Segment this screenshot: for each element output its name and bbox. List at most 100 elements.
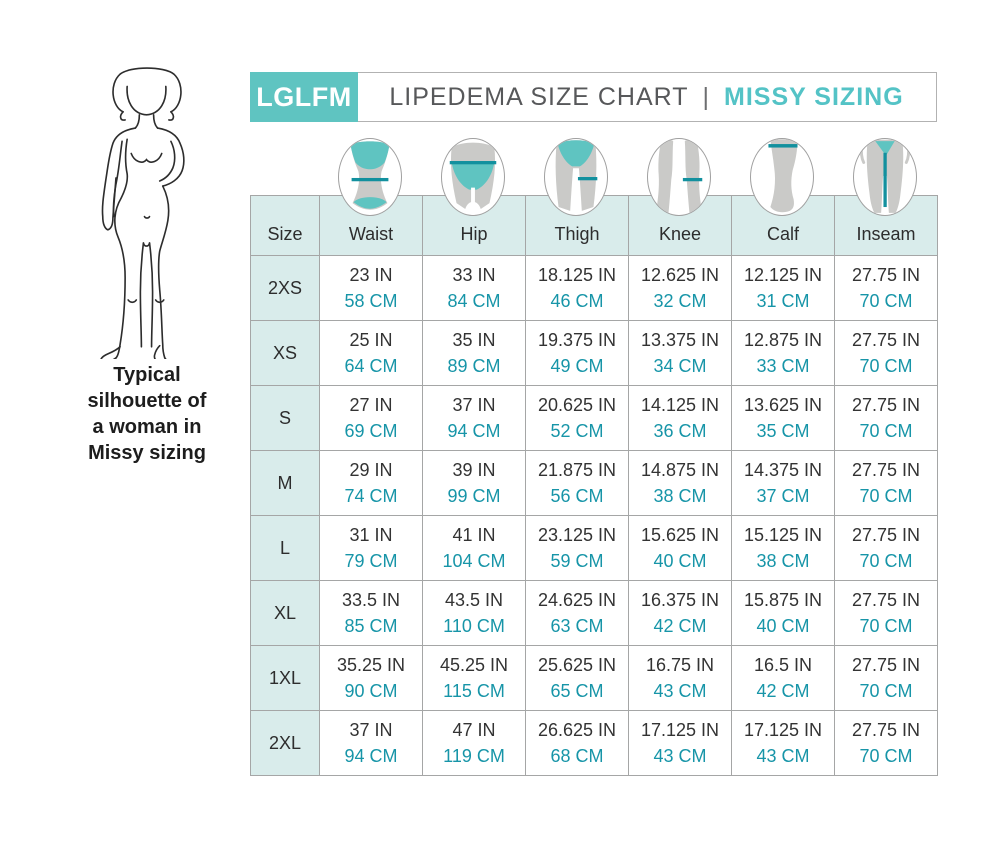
- measurement-cell-calf: 16.5 IN 42 CM: [731, 645, 835, 711]
- measurement-cell-calf: 12.125 IN 31 CM: [731, 255, 835, 321]
- inches-value: 16.75 IN: [645, 654, 715, 675]
- woman-silhouette-icon: [100, 67, 185, 365]
- cm-value: 74 CM: [344, 486, 398, 506]
- inches-value: 27.75 IN: [851, 459, 921, 480]
- measurement-cell-inseam: 27.75 IN 70 CM: [834, 255, 938, 321]
- size-table-body: 2XS 23 IN 58 CM 33 IN 84 CM 18.125 IN 46 CM 12.…: [250, 255, 938, 776]
- measurement-cell-inseam: 27.75 IN 70 CM: [834, 645, 938, 711]
- chart-section: LGLFM LIPEDEMA SIZE CHART | MISSY SIZING: [250, 72, 938, 776]
- inches-value: 13.375 IN: [640, 329, 720, 350]
- measurement-cell-knee: 14.125 IN 36 CM: [628, 385, 732, 451]
- chart-title-sub: MISSY SIZING: [724, 82, 904, 111]
- size-label-2xl: 2XL: [250, 710, 320, 776]
- measurement-cell-knee: 15.625 IN 40 CM: [628, 515, 732, 581]
- inches-value: 24.625 IN: [537, 589, 617, 610]
- measurement-cell-thigh: 21.875 IN 56 CM: [525, 450, 629, 516]
- cm-value: 38 CM: [756, 551, 810, 571]
- measurement-cell-knee: 14.875 IN 38 CM: [628, 450, 732, 516]
- table-row: XS 25 IN 64 CM 35 IN 89 CM 19.375 IN 49 CM 13.3…: [250, 320, 938, 386]
- chart-header-bar: LGLFM LIPEDEMA SIZE CHART | MISSY SIZING: [250, 72, 937, 122]
- measurement-cell-calf: 14.375 IN 37 CM: [731, 450, 835, 516]
- measurement-cell-thigh: 20.625 IN 52 CM: [525, 385, 629, 451]
- cm-value: 33 CM: [756, 356, 810, 376]
- inches-value: 20.625 IN: [537, 394, 617, 415]
- inches-value: 15.125 IN: [743, 524, 823, 545]
- cm-value: 94 CM: [447, 421, 501, 441]
- inches-value: 47 IN: [452, 719, 496, 740]
- measurement-cell-waist: 23 IN 58 CM: [319, 255, 423, 321]
- inches-value: 14.375 IN: [743, 459, 823, 480]
- measurement-cell-waist: 37 IN 94 CM: [319, 710, 423, 776]
- left-panel: Typical silhouette of a woman in Missy s…: [58, 64, 236, 466]
- size-label-xs: XS: [250, 320, 320, 386]
- cm-value: 70 CM: [859, 681, 913, 701]
- measurement-cell-thigh: 26.625 IN 68 CM: [525, 710, 629, 776]
- inches-value: 13.625 IN: [743, 394, 823, 415]
- inches-value: 14.875 IN: [640, 459, 720, 480]
- inches-value: 12.875 IN: [743, 329, 823, 350]
- inches-value: 37 IN: [452, 394, 496, 415]
- cm-value: 70 CM: [859, 291, 913, 311]
- measurement-cell-hip: 43.5 IN 110 CM: [422, 580, 526, 646]
- inches-value: 27.75 IN: [851, 654, 921, 675]
- table-row: L 31 IN 79 CM 41 IN 104 CM 23.125 IN 59 CM 15.6…: [250, 515, 938, 581]
- cm-value: 34 CM: [653, 356, 707, 376]
- inches-value: 23.125 IN: [537, 524, 617, 545]
- inches-value: 33.5 IN: [341, 589, 401, 610]
- measurement-cell-knee: 16.75 IN 43 CM: [628, 645, 732, 711]
- measurement-cell-hip: 47 IN 119 CM: [422, 710, 526, 776]
- measurement-cell-calf: 15.875 IN 40 CM: [731, 580, 835, 646]
- inches-value: 33 IN: [452, 264, 496, 285]
- measurement-cell-calf: 17.125 IN 43 CM: [731, 710, 835, 776]
- measurement-cell-waist: 29 IN 74 CM: [319, 450, 423, 516]
- measurement-cell-hip: 37 IN 94 CM: [422, 385, 526, 451]
- cm-value: 43 CM: [653, 746, 707, 766]
- cm-value: 115 CM: [443, 681, 505, 701]
- inches-value: 25.625 IN: [537, 654, 617, 675]
- table-header-row: Size Waist Hip Thigh Knee Calf Inseam: [250, 195, 938, 256]
- chart-title-main: LIPEDEMA SIZE CHART: [389, 82, 689, 111]
- brand-badge: LGLFM: [250, 72, 358, 122]
- cm-value: 63 CM: [550, 616, 604, 636]
- cm-value: 70 CM: [859, 746, 913, 766]
- inches-value: 31 IN: [349, 524, 393, 545]
- cm-value: 89 CM: [447, 356, 501, 376]
- inseam-icon: [853, 138, 917, 216]
- waist-icon: [338, 138, 402, 216]
- cm-value: 42 CM: [653, 616, 707, 636]
- cm-value: 40 CM: [653, 551, 707, 571]
- measurement-cell-thigh: 24.625 IN 63 CM: [525, 580, 629, 646]
- cm-value: 84 CM: [447, 291, 501, 311]
- table-row: 1XL 35.25 IN 90 CM 45.25 IN 115 CM 25.625 IN 6…: [250, 645, 938, 711]
- measurement-cell-calf: 12.875 IN 33 CM: [731, 320, 835, 386]
- inches-value: 43.5 IN: [444, 589, 504, 610]
- measurement-cell-hip: 45.25 IN 115 CM: [422, 645, 526, 711]
- silhouette-caption: Typical silhouette of a woman in Missy s…: [87, 364, 207, 464]
- measurement-cell-hip: 39 IN 99 CM: [422, 450, 526, 516]
- cm-value: 119 CM: [443, 746, 505, 766]
- inches-value: 27.75 IN: [851, 264, 921, 285]
- cm-value: 90 CM: [344, 681, 398, 701]
- cm-value: 70 CM: [859, 486, 913, 506]
- chart-title: LIPEDEMA SIZE CHART | MISSY SIZING: [357, 73, 936, 121]
- cm-value: 79 CM: [344, 551, 398, 571]
- cm-value: 35 CM: [756, 421, 810, 441]
- cm-value: 70 CM: [859, 551, 913, 571]
- cm-value: 49 CM: [550, 356, 604, 376]
- measurement-cell-knee: 13.375 IN 34 CM: [628, 320, 732, 386]
- inches-value: 15.625 IN: [640, 524, 720, 545]
- cm-value: 70 CM: [859, 356, 913, 376]
- size-label-s: S: [250, 385, 320, 451]
- inches-value: 27.75 IN: [851, 589, 921, 610]
- measurement-cell-hip: 41 IN 104 CM: [422, 515, 526, 581]
- cm-value: 94 CM: [344, 746, 398, 766]
- inches-value: 17.125 IN: [743, 719, 823, 740]
- inches-value: 18.125 IN: [537, 264, 617, 285]
- cm-value: 59 CM: [550, 551, 604, 571]
- cm-value: 70 CM: [859, 616, 913, 636]
- measurement-cell-inseam: 27.75 IN 70 CM: [834, 320, 938, 386]
- inches-value: 12.625 IN: [640, 264, 720, 285]
- inches-value: 39 IN: [452, 459, 496, 480]
- inches-value: 16.375 IN: [640, 589, 720, 610]
- size-chart-table: Size Waist Hip Thigh Knee Calf Inseam 2XS 23 IN…: [250, 195, 938, 776]
